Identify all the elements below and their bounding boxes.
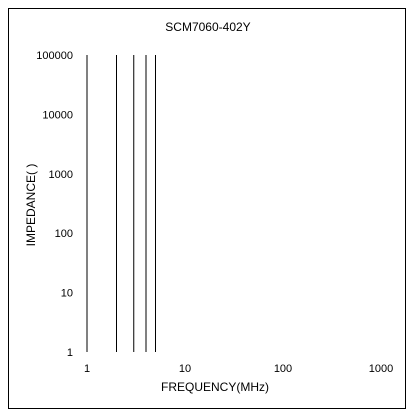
x-tick-label: 10 [179, 363, 191, 375]
chart-title: SCM7060-402Y [165, 20, 250, 34]
y-tick-label: 100 [55, 228, 73, 240]
y-tick-label: 10 [61, 288, 73, 300]
x-axis-label: FREQUENCY(MHz) [161, 380, 269, 394]
y-tick-labels: 1 10 100 1000 10000 100000 [36, 50, 73, 359]
y-tick-label: 1 [67, 347, 73, 359]
y-tick-label: 1000 [49, 169, 73, 181]
x-tick-labels: 1 10 100 1000 [84, 363, 393, 375]
y-tick-label: 10000 [42, 109, 73, 121]
y-tick-label: 100000 [36, 50, 73, 62]
chart-frame [8, 8, 406, 409]
x-tick-label: 1 [84, 363, 90, 375]
y-axis-label: IMPEDANCE( ) [24, 164, 38, 247]
x-tick-label: 100 [274, 363, 292, 375]
x-tick-label: 1000 [369, 363, 393, 375]
plot-lines [86, 55, 156, 352]
